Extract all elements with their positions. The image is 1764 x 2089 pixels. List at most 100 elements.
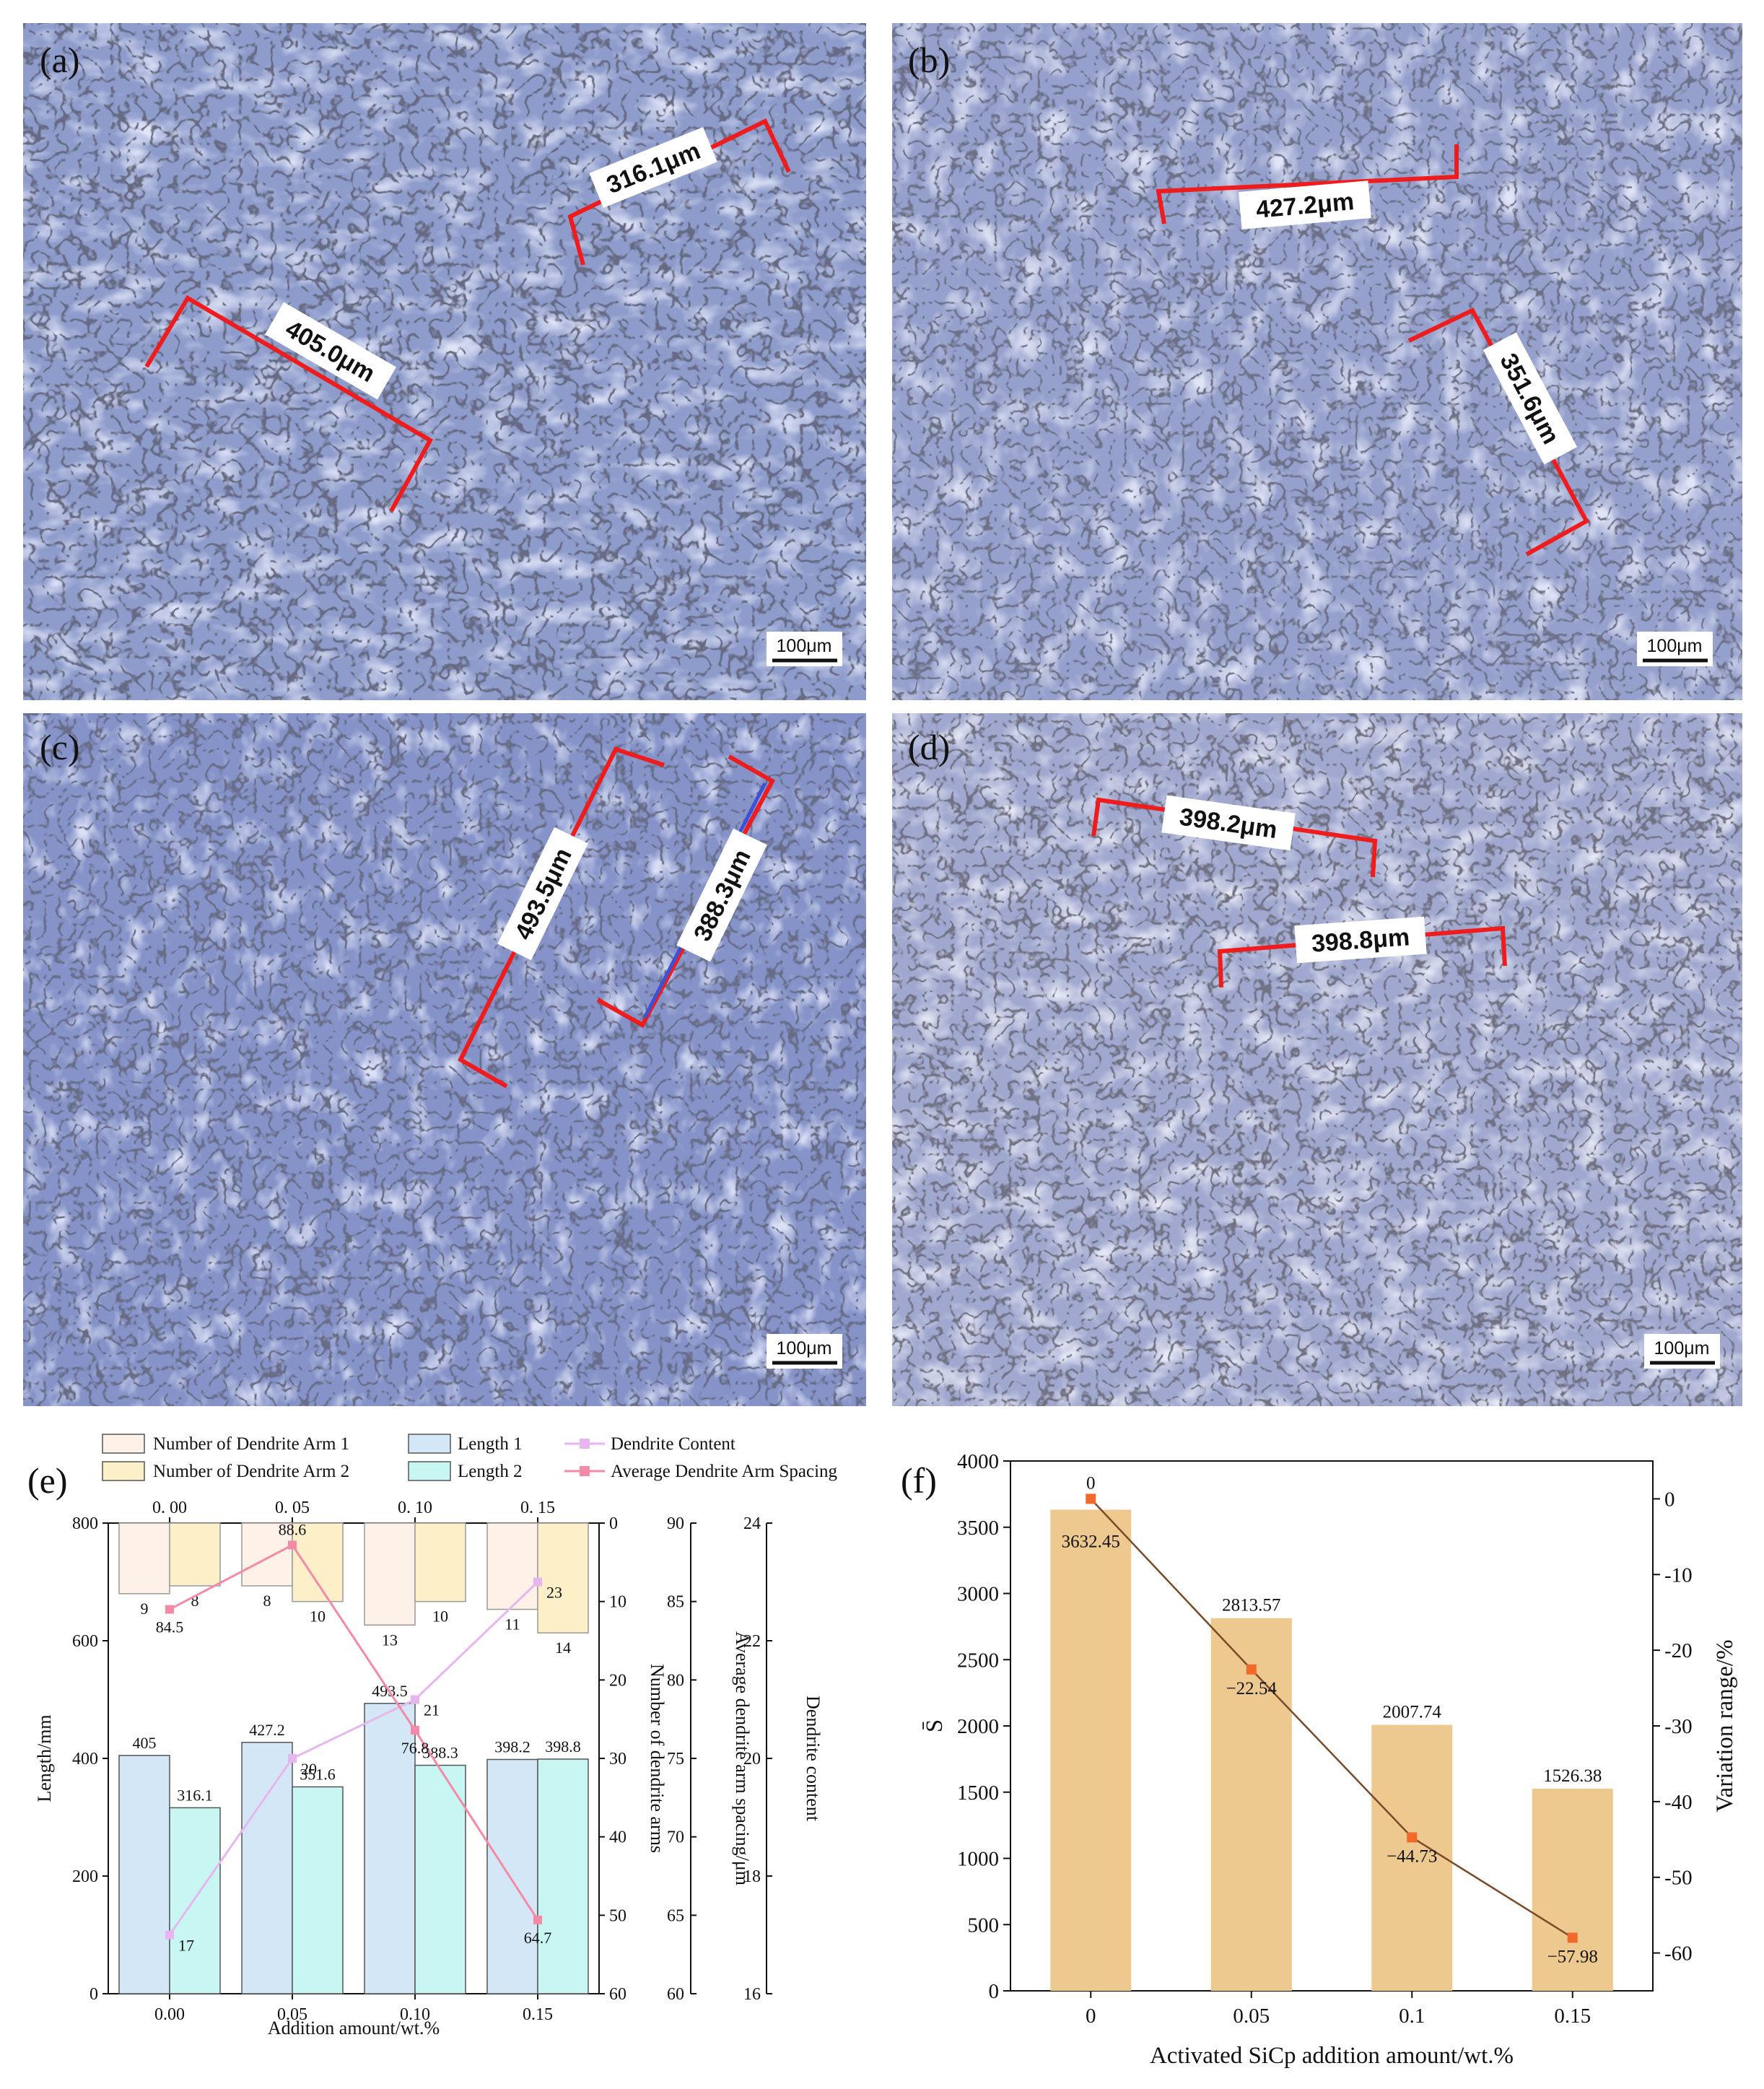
tick-label: -40 [1664, 1791, 1693, 1814]
top-tick-label: 0. 00 [152, 1499, 187, 1517]
tick-label: 20 [743, 1750, 761, 1769]
data-label: 427.2 [249, 1721, 285, 1739]
length-bar [169, 1807, 221, 1994]
x-tick-label: 0.00 [154, 2005, 185, 2024]
count-bar [241, 1522, 293, 1587]
count-bar [414, 1522, 466, 1602]
data-label: 17 [178, 1937, 194, 1955]
f-bar [1532, 1788, 1613, 1991]
count-bar [118, 1522, 170, 1595]
legend-label: Length 1 [458, 1434, 523, 1454]
tick-label: 75 [667, 1750, 684, 1769]
data-label: 8 [191, 1592, 199, 1610]
chart-e: (e) Number of Dendrite Arm 1 Number of D… [27, 1434, 838, 2038]
variation-line [1090, 1498, 1573, 1939]
content-point [411, 1695, 419, 1704]
length-bar [292, 1786, 344, 1994]
legend-swatch-length1 [408, 1434, 451, 1454]
legend-swatch-count1 [102, 1434, 145, 1454]
chart-e-ylabel-spacing: Average dendrite arm spacing/μm [732, 1631, 753, 1885]
tick-label: 0 [1664, 1488, 1675, 1511]
svg-text:100μm: 100μm [777, 636, 832, 656]
spacing-point [411, 1725, 419, 1735]
content-point [288, 1754, 297, 1763]
f-bar [1210, 1618, 1292, 1991]
tick-label: 800 [72, 1514, 98, 1533]
x-tick-label: 0.10 [400, 2005, 430, 2024]
variation-point [1246, 1664, 1257, 1675]
data-label: 3632.45 [1062, 1532, 1120, 1551]
tick-label: 60 [667, 1985, 684, 2004]
data-label: 2007.74 [1383, 1703, 1442, 1722]
panel-letter-d: (d) [908, 727, 950, 767]
tick-label: 0 [609, 1514, 618, 1533]
panel-letter-c: (c) [40, 727, 80, 767]
tick-label: 500 [968, 1914, 1000, 1937]
data-label: 316.1 [177, 1786, 213, 1804]
x-tick-label: 0.15 [1554, 2005, 1591, 2028]
data-label: 351.6 [300, 1765, 336, 1783]
data-label: 10 [310, 1608, 326, 1626]
content-point [533, 1577, 542, 1587]
x-tick-label: 0.05 [277, 2005, 307, 2024]
data-label: 2813.57 [1222, 1596, 1280, 1615]
tick-label: -20 [1664, 1639, 1693, 1662]
legend-label: Length 2 [458, 1462, 523, 1481]
count-bar [169, 1522, 221, 1587]
legend-label: Number of Dendrite Arm 1 [153, 1434, 349, 1454]
tick-label: 0 [89, 1985, 98, 2004]
data-label: 76.8 [401, 1739, 429, 1757]
chart-f-marks: 0 500 1000 1500 2000 2500 3000 3500 4000 0 -10 -20 -… [957, 1450, 1693, 2028]
data-label: 20 [301, 1760, 317, 1778]
panel-letter-f: (f) [901, 1460, 937, 1501]
length-bar [241, 1742, 293, 1994]
chart-f-ylabel-right: Variation range/% [1712, 1639, 1738, 1812]
data-label: 88.6 [279, 1520, 307, 1538]
chart-e-ylabel-content: Dendrite content [803, 1696, 824, 1822]
measure-bracket [1156, 144, 1459, 224]
tick-label: 20 [609, 1671, 626, 1690]
tick-label: 600 [72, 1632, 98, 1651]
tick-label: -50 [1664, 1867, 1693, 1890]
data-label: 1526.38 [1543, 1766, 1602, 1786]
chart-f-ylabel: S̄ [922, 1719, 948, 1732]
tick-label: 10 [609, 1593, 626, 1612]
tick-label: 2000 [957, 1715, 999, 1738]
measure-label: 398.8μm [1311, 923, 1410, 957]
tick-label: 85 [667, 1593, 684, 1612]
length-bar [486, 1758, 538, 1994]
svg-text:100μm: 100μm [1647, 636, 1703, 656]
data-label: 11 [505, 1615, 520, 1634]
data-label: −22.54 [1226, 1679, 1278, 1698]
tick-label: -10 [1664, 1564, 1693, 1587]
tick-label: 80 [667, 1671, 684, 1690]
variation-point [1407, 1832, 1418, 1843]
data-label: 8 [263, 1592, 271, 1610]
tick-label: -60 [1664, 1942, 1693, 1966]
x-tick-label: 0.05 [1233, 2005, 1270, 2028]
f-bar [1371, 1724, 1453, 1991]
tick-label: 3000 [957, 1583, 999, 1606]
micrograph-a: (a) 316.1μm 405.0μm 100μm [23, 23, 866, 700]
tick-label: 18 [743, 1867, 761, 1886]
scale-bar: 100μm [1644, 1334, 1720, 1369]
x-tick-label: 0.15 [523, 2005, 553, 2024]
tick-label: 40 [609, 1828, 626, 1847]
length-bar [364, 1703, 416, 1994]
variation-point [1567, 1932, 1578, 1943]
spacing-line [169, 1543, 539, 1921]
top-tick-label: 0. 05 [275, 1499, 310, 1517]
tick-label: 22 [743, 1632, 761, 1651]
top-tick-label: 0. 15 [520, 1499, 555, 1517]
length-bar [414, 1764, 466, 1994]
scale-bar: 100μm [767, 1334, 842, 1369]
length-bar [537, 1758, 589, 1994]
tick-label: 90 [667, 1514, 684, 1533]
chart-f-xlabel: Activated SiCp addition amount/wt.% [1150, 2043, 1514, 2069]
tick-label: 60 [609, 1985, 626, 2004]
tick-label: 50 [609, 1906, 626, 1925]
data-label: 23 [546, 1584, 562, 1602]
tick-label: 0 [989, 1980, 1000, 2003]
